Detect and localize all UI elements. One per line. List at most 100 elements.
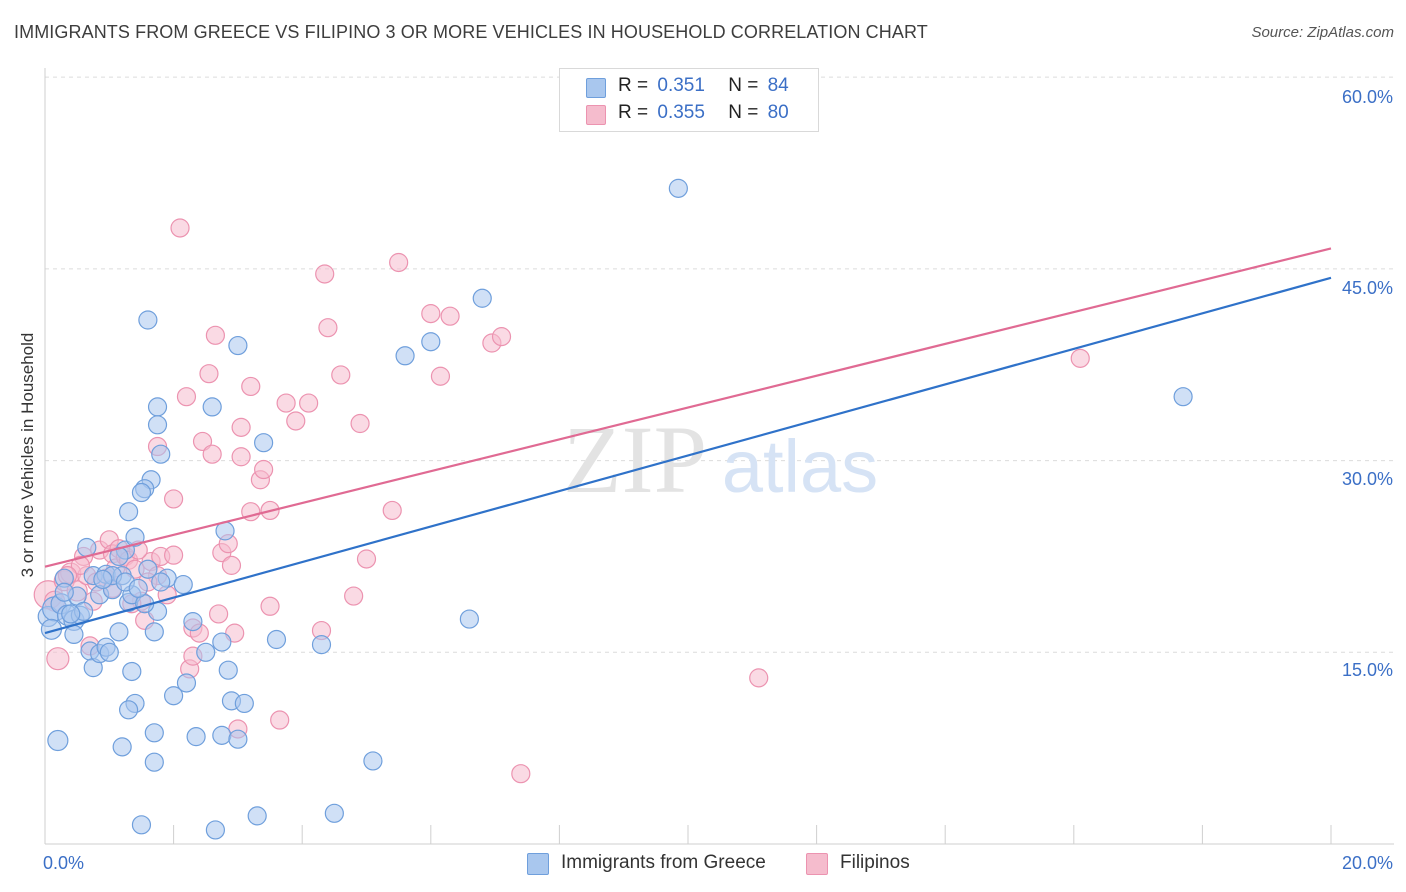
point-filipinos bbox=[199, 364, 219, 384]
y-tick-60: 60.0% bbox=[1341, 87, 1393, 107]
y-tick-30: 30.0% bbox=[1341, 469, 1393, 489]
point-greece bbox=[138, 310, 158, 330]
r-value: 0.351 bbox=[657, 75, 705, 96]
point-filipinos bbox=[491, 327, 512, 347]
point-greece bbox=[176, 673, 197, 693]
point-filipinos bbox=[440, 306, 460, 326]
n-value: 84 bbox=[767, 75, 789, 96]
gridlines bbox=[45, 76, 1394, 653]
n-value: 80 bbox=[767, 102, 789, 123]
point-filipinos bbox=[164, 489, 184, 509]
point-greece bbox=[118, 502, 139, 522]
point-filipinos bbox=[170, 218, 190, 238]
point-greece bbox=[147, 415, 168, 435]
point-greece bbox=[144, 752, 164, 772]
point-filipinos bbox=[356, 549, 377, 569]
point-greece bbox=[131, 482, 152, 503]
point-filipinos bbox=[46, 647, 70, 671]
point-greece bbox=[122, 661, 142, 682]
point-filipinos bbox=[315, 264, 335, 284]
point-filipinos bbox=[511, 764, 531, 784]
point-greece bbox=[118, 700, 139, 720]
point-greece bbox=[125, 527, 145, 547]
point-greece bbox=[144, 622, 164, 642]
y-tick-15: 15.0% bbox=[1341, 660, 1393, 680]
point-greece bbox=[47, 729, 69, 752]
point-greece bbox=[212, 725, 232, 745]
point-greece bbox=[395, 346, 415, 366]
axes bbox=[44, 68, 1394, 845]
point-filipinos bbox=[202, 444, 222, 464]
filipinos-swatch bbox=[586, 105, 606, 125]
point-greece bbox=[144, 723, 164, 743]
point-greece bbox=[324, 803, 344, 823]
n-label: N = bbox=[728, 75, 759, 96]
trend-line-greece bbox=[44, 276, 1332, 635]
trend-line-filipinos bbox=[44, 247, 1332, 568]
point-filipinos bbox=[318, 318, 338, 338]
point-filipinos bbox=[344, 586, 364, 606]
point-greece bbox=[173, 574, 193, 595]
point-greece bbox=[128, 578, 148, 598]
point-greece bbox=[164, 686, 184, 706]
point-filipinos bbox=[176, 387, 197, 407]
point-greece bbox=[147, 397, 168, 417]
point-greece bbox=[196, 642, 216, 662]
point-greece bbox=[109, 622, 129, 642]
legend-label-filipinos: Filipinos bbox=[840, 852, 910, 873]
x-tick-min: 0.0% bbox=[43, 853, 85, 873]
point-greece bbox=[266, 629, 287, 650]
point-greece bbox=[218, 660, 238, 680]
n-label: N = bbox=[728, 102, 759, 123]
y-tick-45: 45.0% bbox=[1341, 278, 1393, 298]
watermark-zip: ZIP bbox=[563, 406, 707, 513]
point-greece bbox=[202, 397, 222, 417]
point-filipinos bbox=[164, 545, 184, 565]
r-label: R = bbox=[618, 102, 649, 123]
x-tick-max: 20.0% bbox=[1341, 853, 1393, 873]
chart-title: IMMIGRANTS FROM GREECE VS FILIPINO 3 OR … bbox=[14, 22, 928, 42]
greece-swatch bbox=[586, 78, 606, 98]
point-filipinos bbox=[430, 366, 451, 386]
point-filipinos bbox=[192, 431, 213, 452]
point-filipinos bbox=[299, 393, 319, 413]
point-greece bbox=[151, 444, 171, 464]
point-filipinos bbox=[331, 365, 351, 385]
point-filipinos bbox=[209, 604, 229, 624]
point-filipinos bbox=[231, 417, 251, 437]
point-filipinos bbox=[70, 555, 90, 575]
point-greece bbox=[1173, 387, 1193, 407]
r-label: R = bbox=[618, 75, 649, 96]
trend-lines bbox=[44, 247, 1332, 635]
point-greece bbox=[363, 751, 383, 771]
point-greece bbox=[254, 433, 274, 453]
point-greece bbox=[472, 288, 492, 308]
point-greece bbox=[668, 178, 688, 198]
point-greece bbox=[228, 729, 248, 749]
point-filipinos bbox=[350, 413, 370, 434]
point-filipinos bbox=[389, 252, 409, 273]
point-greece bbox=[212, 632, 232, 652]
point-filipinos bbox=[260, 596, 280, 616]
point-greece bbox=[311, 635, 332, 655]
point-greece bbox=[54, 582, 74, 602]
legend-swatch-greece bbox=[527, 853, 549, 875]
point-greece bbox=[459, 609, 479, 629]
point-filipinos bbox=[241, 376, 261, 397]
point-greece bbox=[186, 727, 206, 747]
point-greece bbox=[64, 624, 84, 645]
point-filipinos bbox=[231, 447, 251, 467]
point-filipinos bbox=[254, 459, 274, 480]
point-greece bbox=[228, 335, 248, 356]
point-greece bbox=[99, 642, 119, 662]
source-credit: Source: ZipAtlas.com bbox=[1251, 24, 1394, 41]
point-filipinos bbox=[382, 500, 402, 521]
legend-swatch-filipinos bbox=[806, 853, 828, 875]
watermark-atlas: atlas bbox=[722, 425, 878, 508]
point-filipinos bbox=[421, 304, 441, 324]
point-filipinos bbox=[270, 710, 290, 730]
legend-label-greece: Immigrants from Greece bbox=[561, 852, 766, 873]
point-greece bbox=[234, 693, 254, 714]
r-value: 0.355 bbox=[657, 102, 705, 123]
